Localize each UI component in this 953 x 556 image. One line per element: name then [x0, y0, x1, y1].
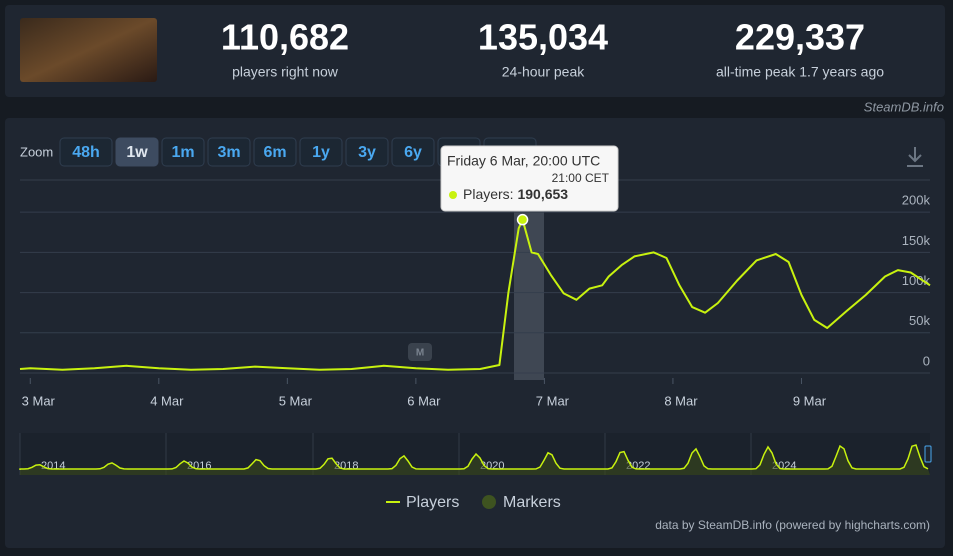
x-tick-label: 8 Mar [664, 393, 698, 408]
series-line [19, 218, 931, 371]
y-tick-label: 100k [902, 273, 931, 288]
zoom-button[interactable] [299, 137, 343, 167]
zoom-button[interactable] [253, 137, 297, 167]
zoom-button-label: 1y [312, 144, 330, 161]
download-glyph [907, 147, 923, 167]
hover-point [516, 213, 529, 226]
zoom-button-label: 3m [217, 144, 240, 161]
zoom-button[interactable] [207, 137, 251, 167]
tooltip-value: 190,653 [517, 186, 568, 202]
tooltip-line: Players: 190,653 [463, 186, 568, 202]
navigator-line [19, 444, 929, 470]
stats-panel [5, 5, 945, 97]
x-tick-label: 4 Mar [150, 393, 184, 408]
zoom-label: Zoom [20, 144, 53, 159]
y-tick-label: 50k [909, 313, 930, 328]
legend-marker [482, 495, 496, 509]
zoom-button-label: 6m [263, 144, 286, 161]
tooltip-label: Players: [463, 186, 514, 202]
x-tick-label: 7 Mar [536, 393, 570, 408]
x-tick-label: 5 Mar [279, 393, 313, 408]
stat-label: players right now [232, 64, 339, 80]
x-tick-label: 3 Mar [22, 393, 56, 408]
y-tick-label: 0 [923, 353, 930, 368]
zoom-button-label: 3y [358, 144, 376, 161]
navigator-area [20, 445, 930, 475]
zoom-button-label: 6y [404, 144, 422, 161]
y-tick-label: 200k [902, 193, 931, 208]
stat-value: 135,034 [478, 17, 608, 58]
x-tick-label: 9 Mar [793, 393, 827, 408]
game-thumbnail [20, 18, 157, 82]
zoom-button[interactable] [115, 137, 159, 167]
stat-value: 110,682 [221, 17, 349, 58]
zoom-button[interactable] [161, 137, 205, 167]
tooltip-title: Friday 6 Mar, 20:00 UTC [447, 153, 600, 169]
tooltip-box [440, 145, 619, 212]
marker-badge [408, 343, 432, 361]
marker-icon: M [416, 348, 424, 359]
hover-band [514, 180, 544, 380]
x-tick-label: 6 Mar [407, 393, 441, 408]
zoom-button-label: 48h [72, 144, 100, 161]
stat-value: 229,337 [735, 17, 865, 58]
zoom-button-label: 1m [171, 144, 194, 161]
credits: data by SteamDB.info (powered by highcha… [655, 518, 930, 532]
stat-label: all-time peak 1.7 years ago [716, 64, 884, 80]
y-tick-label: 150k [902, 233, 931, 248]
tooltip-subtitle: 21:00 CET [552, 171, 610, 185]
navigator-handle [924, 445, 932, 463]
zoom-button[interactable] [391, 137, 435, 167]
legend-label: Players [406, 494, 459, 511]
stat-label: 24-hour peak [502, 64, 586, 80]
zoom-button-label: 1w [126, 144, 148, 161]
zoom-button[interactable] [345, 137, 389, 167]
tooltip-dot [449, 191, 457, 199]
legend-label: Markers [503, 494, 561, 511]
zoom-button[interactable] [59, 137, 113, 167]
download-icon[interactable] [907, 147, 923, 167]
source-label: SteamDB.info [864, 99, 944, 114]
